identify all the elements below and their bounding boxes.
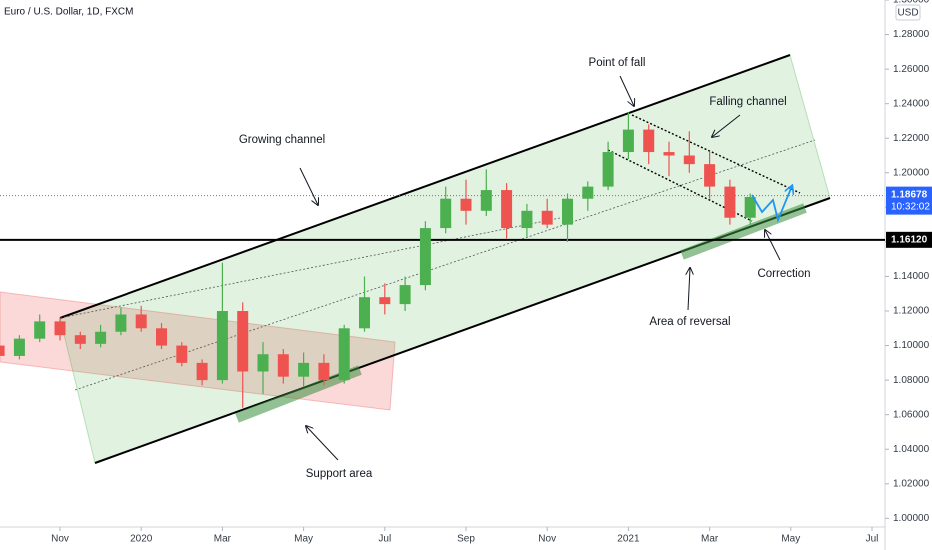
- candle-body: [0, 345, 5, 356]
- x-tick-label: May: [294, 534, 313, 545]
- inner-dotted-line: [59, 217, 561, 319]
- y-tick-label: 1.10000: [893, 340, 930, 351]
- channel-upper-line: [59, 54, 791, 319]
- currency-label: USD: [897, 8, 918, 19]
- candle-body: [115, 314, 127, 332]
- candle-body: [216, 311, 228, 381]
- annotation-arrow: [619, 75, 634, 106]
- candle-body: [663, 152, 675, 156]
- x-tick-label: Jul: [866, 534, 879, 545]
- y-tick-label: 1.00000: [893, 513, 930, 524]
- candle-body: [359, 297, 371, 329]
- reversal-zone: [680, 203, 807, 260]
- x-tick-label: Sep: [457, 534, 475, 545]
- annotation-arrow: [688, 268, 690, 311]
- x-tick-label: Jul: [378, 534, 391, 545]
- candle-body: [13, 338, 25, 356]
- candle-body: [74, 335, 86, 344]
- annotation: Correction: [757, 268, 810, 280]
- candle-body: [95, 331, 107, 344]
- y-tick-label: 1.12000: [893, 306, 930, 317]
- y-tick-label: 1.26000: [893, 64, 930, 75]
- annotation: Growing channel: [239, 134, 325, 146]
- growing-channel-zone: [59, 54, 831, 464]
- falling-channel-upper: [631, 114, 801, 194]
- annotation: Support area: [306, 468, 373, 480]
- last-price-label: 1.18678: [891, 189, 928, 200]
- candle-body: [318, 362, 330, 381]
- candle-body: [399, 285, 411, 305]
- candle-body: [460, 198, 472, 211]
- y-tick-label: 1.28000: [893, 29, 930, 40]
- y-tick-label: 1.30000: [893, 0, 930, 6]
- candle-body: [622, 129, 634, 153]
- x-tick-label: 2020: [130, 534, 153, 545]
- red-channel-zone: [0, 291, 396, 411]
- annotation: Point of fall: [589, 57, 646, 69]
- candle-body: [135, 314, 147, 329]
- candle-body: [704, 164, 716, 187]
- candle-body: [724, 186, 736, 218]
- y-tick-label: 1.14000: [893, 271, 930, 282]
- candle-body: [257, 354, 269, 372]
- x-tick-label: Nov: [538, 534, 556, 545]
- projection-path: [751, 186, 792, 223]
- candle-body: [156, 328, 168, 346]
- annotation-arrow: [765, 230, 781, 261]
- candle-body: [683, 155, 695, 165]
- annotation-arrow: [299, 167, 318, 205]
- level-tag: [886, 231, 932, 248]
- currency-box: [895, 4, 921, 21]
- x-tick-label: May: [781, 534, 800, 545]
- candle-body: [440, 198, 452, 229]
- candle-body: [521, 210, 533, 229]
- candle-body: [379, 297, 391, 305]
- annotation: Falling channel: [709, 96, 786, 108]
- candle-body: [562, 198, 574, 225]
- y-tick-label: 1.08000: [893, 375, 930, 386]
- candle-body: [602, 152, 614, 187]
- x-tick-label: Mar: [701, 534, 719, 545]
- annotation: Area of reversal: [649, 316, 730, 328]
- y-tick-label: 1.22000: [893, 133, 930, 144]
- candle-body: [582, 186, 594, 199]
- candle-body: [277, 354, 289, 377]
- chart-title: Euro / U.S. Dollar, 1D, FXCM: [4, 7, 133, 18]
- candle-body: [54, 321, 66, 336]
- y-tick-label: 1.04000: [893, 444, 930, 455]
- candle-body: [541, 210, 553, 225]
- y-tick-label: 1.20000: [893, 167, 930, 178]
- level-tag-label: 1.16120: [891, 234, 928, 245]
- x-tick-label: Mar: [214, 534, 232, 545]
- x-tick-label: 2021: [617, 534, 640, 545]
- y-tick-label: 1.06000: [893, 409, 930, 420]
- candle-body: [237, 311, 249, 372]
- candle-body: [419, 228, 431, 286]
- y-tick-label: 1.24000: [893, 98, 930, 109]
- candle-body: [196, 362, 208, 381]
- candle-body: [338, 328, 350, 381]
- candle-body: [176, 345, 188, 363]
- candle-body: [501, 190, 513, 229]
- annotation-arrow: [712, 114, 741, 137]
- y-tick-label: 1.02000: [893, 478, 930, 489]
- countdown-label: 10:32:02: [891, 201, 930, 212]
- candle-body: [744, 196, 756, 218]
- last-price-tag: [886, 186, 932, 215]
- candle-body: [643, 129, 655, 153]
- annotation-arrow: [306, 426, 339, 461]
- candle-body: [298, 362, 310, 377]
- candle-body: [34, 321, 46, 339]
- candle-body: [480, 190, 492, 211]
- x-tick-label: Nov: [51, 534, 69, 545]
